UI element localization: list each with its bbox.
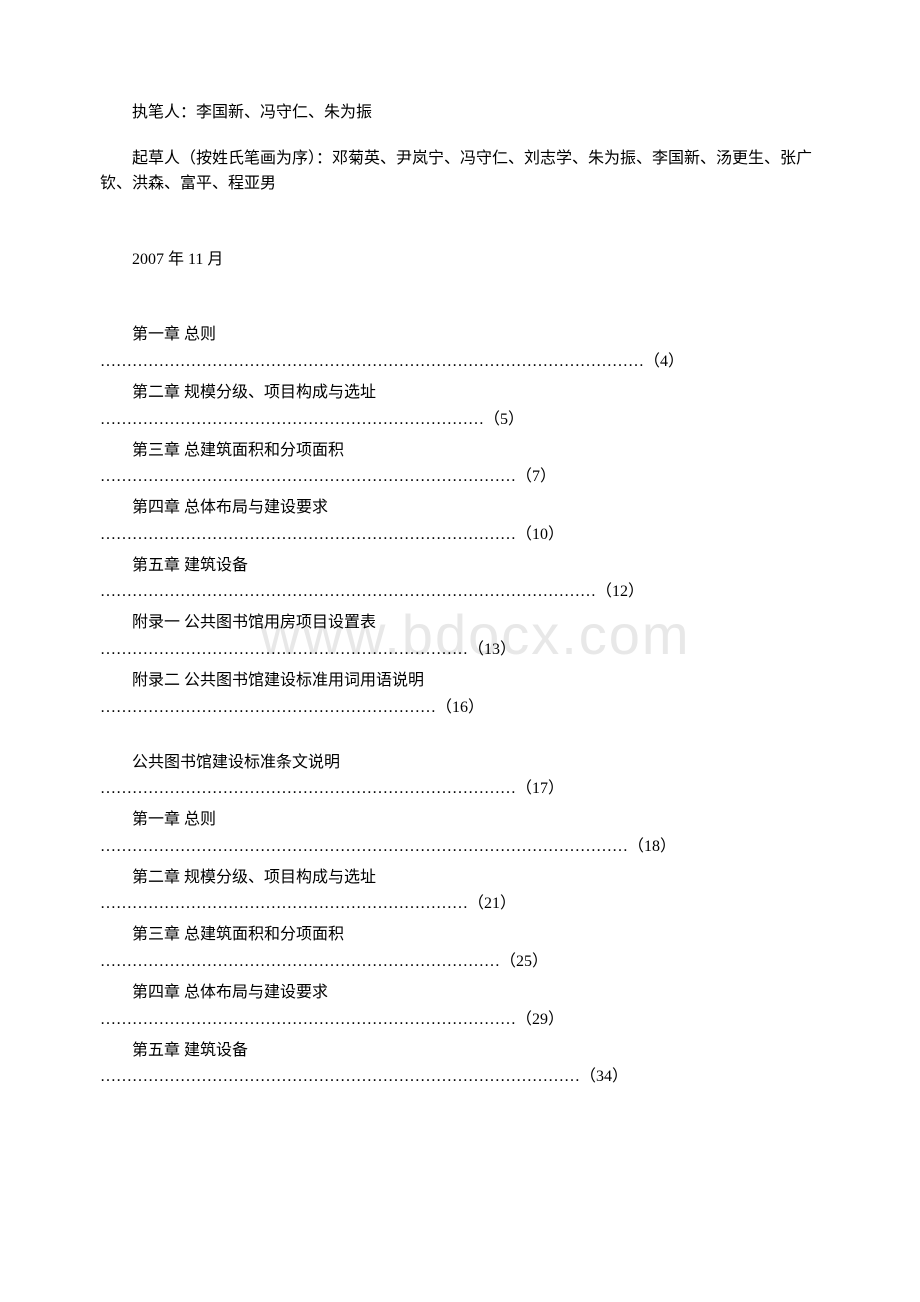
toc-item: 附录二 公共图书馆建设标准用词用语说明 ………………………………………………………	[100, 668, 820, 720]
toc-title: 公共图书馆建设标准条文说明	[100, 750, 820, 776]
toc-title: 第五章 建筑设备	[100, 1038, 820, 1064]
contributors-paragraph: 起草人（按姓氏笔画为序）：邓菊英、尹岚宁、冯守仁、刘志学、朱为振、李国新、汤更生…	[100, 146, 820, 197]
toc-item: 第二章 规模分级、项目构成与选址 ………………………………………………………………	[100, 380, 820, 432]
toc-dots: …………………………………………………………………………………………（4）	[100, 350, 820, 374]
toc-dots: ………………………………………………………………………………（34）	[100, 1065, 820, 1089]
toc-dots: ………………………………………………………………（5）	[100, 408, 820, 432]
toc-title: 第三章 总建筑面积和分项面积	[100, 922, 820, 948]
toc-item: 附录一 公共图书馆用房项目设置表 ………………………………………………………………	[100, 610, 820, 662]
toc-item: 第四章 总体布局与建设要求 ………………………………………………………………………	[100, 495, 820, 547]
toc-item: 第四章 总体布局与建设要求 ………………………………………………………………………	[100, 980, 820, 1032]
toc-item: 第三章 总建筑面积和分项面积 ……………………………………………………………………	[100, 922, 820, 974]
toc-item: 第三章 总建筑面积和分项面积 ……………………………………………………………………	[100, 438, 820, 490]
toc-item: 公共图书馆建设标准条文说明 ………………………………………………………………………	[100, 750, 820, 802]
toc-dots: ……………………………………………………………………（17）	[100, 777, 820, 801]
toc-dots: ……………………………………………………………（21）	[100, 892, 820, 916]
toc-title: 第二章 规模分级、项目构成与选址	[100, 380, 820, 406]
toc-dots: …………………………………………………………………………………（12）	[100, 580, 820, 604]
toc-dots: ………………………………………………………（16）	[100, 696, 820, 720]
toc-dots: ……………………………………………………………………（7）	[100, 465, 820, 489]
toc-dots: …………………………………………………………………（25）	[100, 950, 820, 974]
toc-item: 第二章 规模分级、项目构成与选址 ………………………………………………………………	[100, 865, 820, 917]
toc-title: 第四章 总体布局与建设要求	[100, 495, 820, 521]
toc-title: 第一章 总则	[100, 322, 820, 348]
toc-title: 第四章 总体布局与建设要求	[100, 980, 820, 1006]
toc-dots: ……………………………………………………………（13）	[100, 638, 820, 662]
toc-title: 附录一 公共图书馆用房项目设置表	[100, 610, 820, 636]
toc-title: 第三章 总建筑面积和分项面积	[100, 438, 820, 464]
toc-item: 第一章 总则 …………………………………………………………………………………………	[100, 322, 820, 374]
toc-title: 第二章 规模分级、项目构成与选址	[100, 865, 820, 891]
toc-title: 附录二 公共图书馆建设标准用词用语说明	[100, 668, 820, 694]
toc-title: 第五章 建筑设备	[100, 553, 820, 579]
date-paragraph: 2007 年 11 月	[100, 247, 820, 273]
toc-item: 第五章 建筑设备 ………………………………………………………………………………（…	[100, 1038, 820, 1090]
toc-title: 第一章 总则	[100, 807, 820, 833]
toc-item: 第五章 建筑设备 ……………………………………………………………………………………	[100, 553, 820, 605]
toc-section-1: 第一章 总则 …………………………………………………………………………………………	[100, 322, 820, 719]
toc-dots: ……………………………………………………………………（10）	[100, 523, 820, 547]
toc-dots: ……………………………………………………………………（29）	[100, 1008, 820, 1032]
toc-item: 第一章 总则 …………………………………………………………………………………………	[100, 807, 820, 859]
toc-dots: ………………………………………………………………………………………（18）	[100, 835, 820, 859]
toc-section-2: 公共图书馆建设标准条文说明 ………………………………………………………………………	[100, 750, 820, 1090]
authors-paragraph: 执笔人：李国新、冯守仁、朱为振	[100, 100, 820, 126]
